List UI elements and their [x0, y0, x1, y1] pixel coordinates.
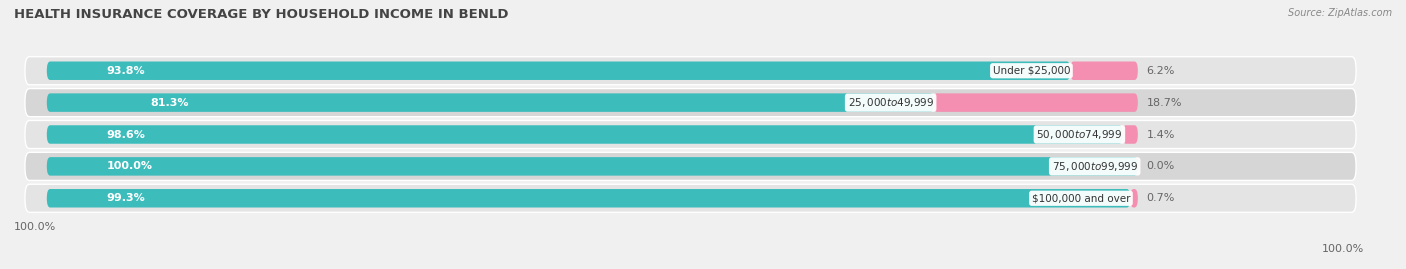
Text: $100,000 and over: $100,000 and over — [1032, 193, 1130, 203]
FancyBboxPatch shape — [25, 57, 1355, 85]
FancyBboxPatch shape — [1130, 189, 1137, 207]
Text: 81.3%: 81.3% — [150, 98, 188, 108]
Text: 0.7%: 0.7% — [1146, 193, 1175, 203]
Text: 6.2%: 6.2% — [1146, 66, 1175, 76]
Text: $75,000 to $99,999: $75,000 to $99,999 — [1052, 160, 1137, 173]
FancyBboxPatch shape — [25, 184, 1355, 212]
FancyBboxPatch shape — [46, 62, 1070, 80]
FancyBboxPatch shape — [46, 125, 1122, 144]
FancyBboxPatch shape — [25, 89, 1355, 117]
FancyBboxPatch shape — [46, 189, 1130, 207]
Text: 98.6%: 98.6% — [107, 129, 146, 140]
Text: 100.0%: 100.0% — [1322, 244, 1364, 254]
FancyBboxPatch shape — [25, 152, 1355, 180]
Text: 100.0%: 100.0% — [14, 222, 56, 232]
Text: 99.3%: 99.3% — [107, 193, 146, 203]
FancyBboxPatch shape — [46, 157, 1137, 176]
Text: Source: ZipAtlas.com: Source: ZipAtlas.com — [1288, 8, 1392, 18]
Text: $50,000 to $74,999: $50,000 to $74,999 — [1036, 128, 1122, 141]
FancyBboxPatch shape — [1122, 125, 1137, 144]
FancyBboxPatch shape — [934, 93, 1137, 112]
FancyBboxPatch shape — [1070, 62, 1137, 80]
Text: Under $25,000: Under $25,000 — [993, 66, 1070, 76]
Text: 18.7%: 18.7% — [1146, 98, 1182, 108]
Text: 1.4%: 1.4% — [1146, 129, 1175, 140]
Legend: With Coverage, Without Coverage: With Coverage, Without Coverage — [481, 268, 720, 269]
FancyBboxPatch shape — [46, 93, 934, 112]
Text: 93.8%: 93.8% — [107, 66, 145, 76]
Text: 100.0%: 100.0% — [107, 161, 153, 171]
FancyBboxPatch shape — [25, 121, 1355, 148]
Text: $25,000 to $49,999: $25,000 to $49,999 — [848, 96, 934, 109]
Text: 0.0%: 0.0% — [1146, 161, 1175, 171]
Text: HEALTH INSURANCE COVERAGE BY HOUSEHOLD INCOME IN BENLD: HEALTH INSURANCE COVERAGE BY HOUSEHOLD I… — [14, 8, 509, 21]
